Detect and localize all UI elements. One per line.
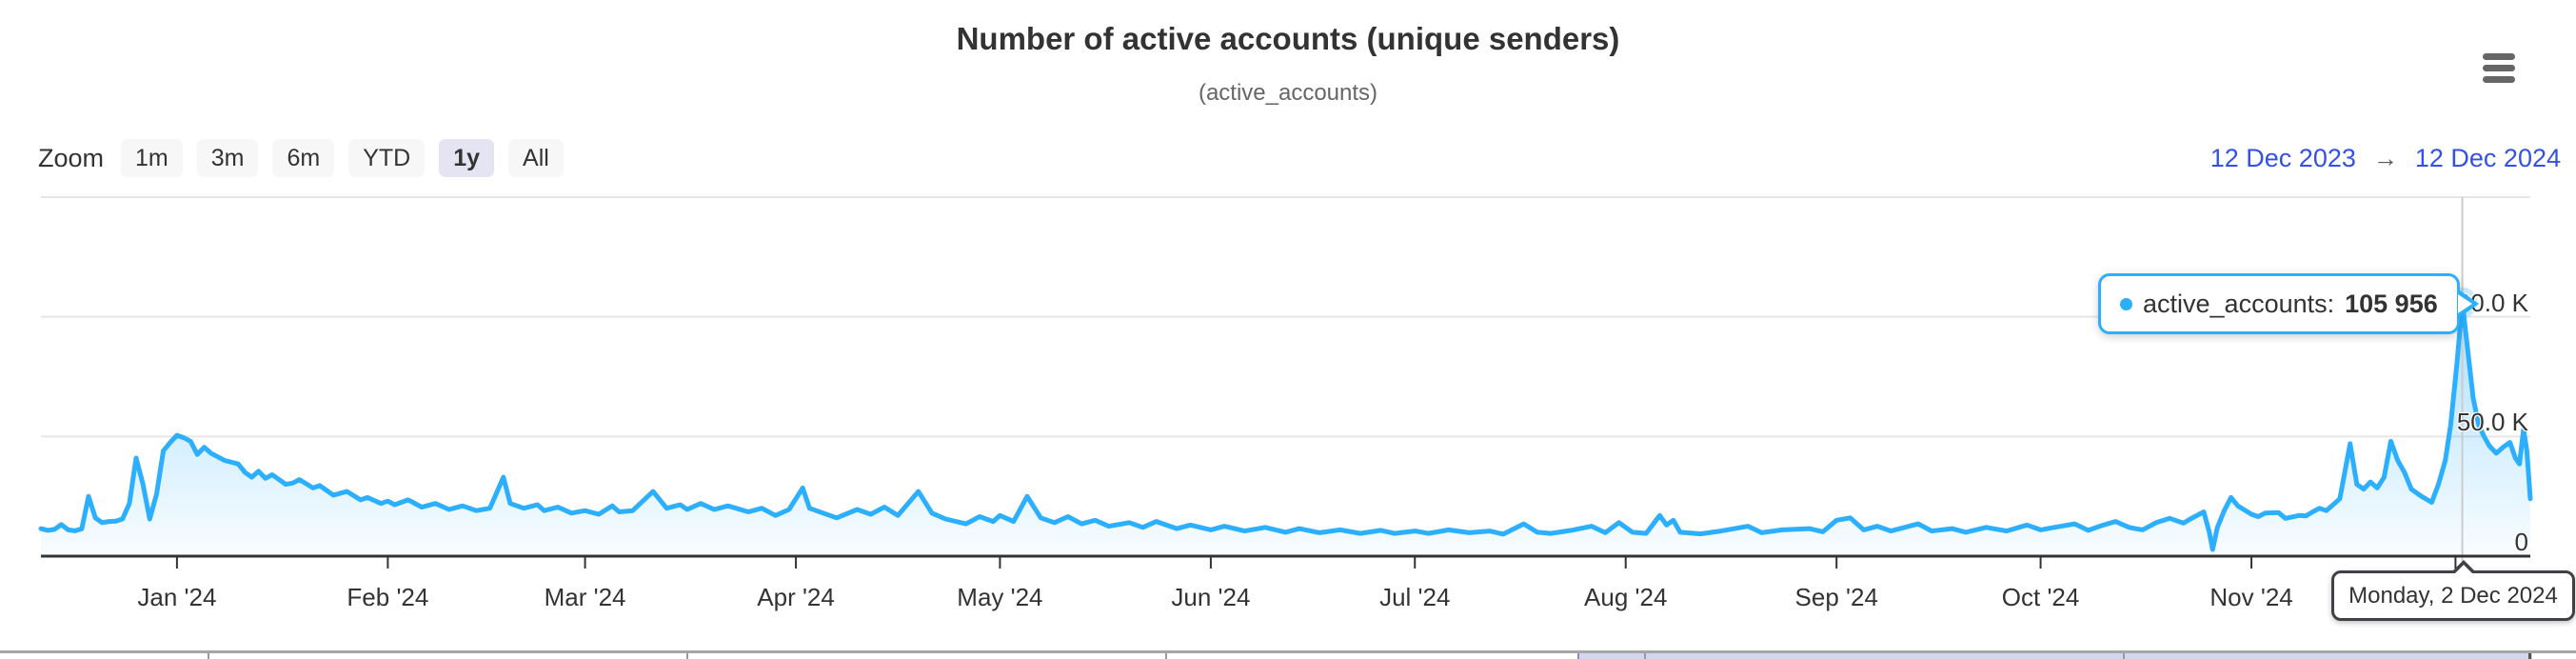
range-selector: 1m 3m 6m YTD 1y All bbox=[121, 139, 564, 177]
navigator-tick bbox=[686, 653, 688, 659]
series-bullet-icon bbox=[2120, 297, 2132, 310]
y-axis-label: 50.0 K bbox=[2456, 408, 2528, 437]
page-title: Number of active accounts (unique sender… bbox=[956, 21, 1620, 56]
navigator-tick bbox=[1165, 653, 1167, 659]
hamburger-icon bbox=[2483, 65, 2515, 71]
series-tooltip: active_accounts: 105 956 bbox=[2098, 273, 2479, 334]
to-date-input[interactable]: 12 Dec 2024 bbox=[2414, 143, 2561, 172]
x-axis-label: Apr '24 bbox=[757, 583, 835, 611]
tooltip-value: 105 956 bbox=[2345, 289, 2438, 318]
navigator-right-handle[interactable] bbox=[2528, 653, 2531, 659]
chart-subtitle: (active_accounts) bbox=[1198, 80, 1378, 106]
range-button-6m[interactable]: 6m bbox=[272, 139, 335, 177]
range-button-all[interactable]: All bbox=[508, 139, 564, 177]
date-range: 12 Dec 2023 → 12 Dec 2024 bbox=[2210, 139, 2561, 177]
x-axis-label: Sep '24 bbox=[1794, 583, 1878, 611]
context-menu-button[interactable] bbox=[2483, 53, 2521, 88]
hamburger-icon bbox=[2483, 76, 2515, 83]
x-axis-label: Jan '24 bbox=[137, 583, 217, 611]
range-button-1m[interactable]: 1m bbox=[121, 139, 183, 177]
zoom-label: Zoom bbox=[38, 144, 105, 172]
x-axis-label: Oct '24 bbox=[2001, 583, 2080, 611]
date-tooltip: Monday, 2 Dec 2024 bbox=[2331, 560, 2575, 621]
arrow-right-icon: → bbox=[2372, 143, 2398, 172]
y-axis-label: 0 bbox=[2514, 528, 2528, 556]
x-axis-label: Jul '24 bbox=[1379, 583, 1451, 611]
navigator-tick bbox=[2123, 653, 2125, 659]
range-button-ytd[interactable]: YTD bbox=[348, 139, 426, 177]
date-tooltip-text: Monday, 2 Dec 2024 bbox=[2348, 582, 2558, 609]
navigator-tick bbox=[1644, 653, 1646, 659]
x-axis-label: Feb '24 bbox=[347, 583, 429, 611]
x-axis-label: Jun '24 bbox=[1171, 583, 1251, 611]
series-line[interactable] bbox=[38, 300, 2533, 552]
x-axis-label: Mar '24 bbox=[544, 583, 626, 611]
x-axis-label: Aug '24 bbox=[1584, 583, 1668, 611]
navigator-strip[interactable] bbox=[0, 650, 2576, 659]
x-axis bbox=[41, 554, 2530, 569]
range-button-3m[interactable]: 3m bbox=[196, 139, 259, 177]
hamburger-icon bbox=[2483, 53, 2515, 60]
x-axis-label: May '24 bbox=[957, 583, 1043, 611]
x-axis-label: Nov '24 bbox=[2209, 583, 2293, 611]
range-button-1y[interactable]: 1y bbox=[439, 139, 495, 177]
series-area-fill bbox=[41, 302, 2530, 556]
navigator-tick bbox=[208, 653, 209, 659]
from-date-input[interactable]: 12 Dec 2023 bbox=[2209, 143, 2356, 172]
navigator-selected-range[interactable] bbox=[1577, 653, 2532, 659]
tooltip-series-label: active_accounts: bbox=[2143, 289, 2335, 318]
